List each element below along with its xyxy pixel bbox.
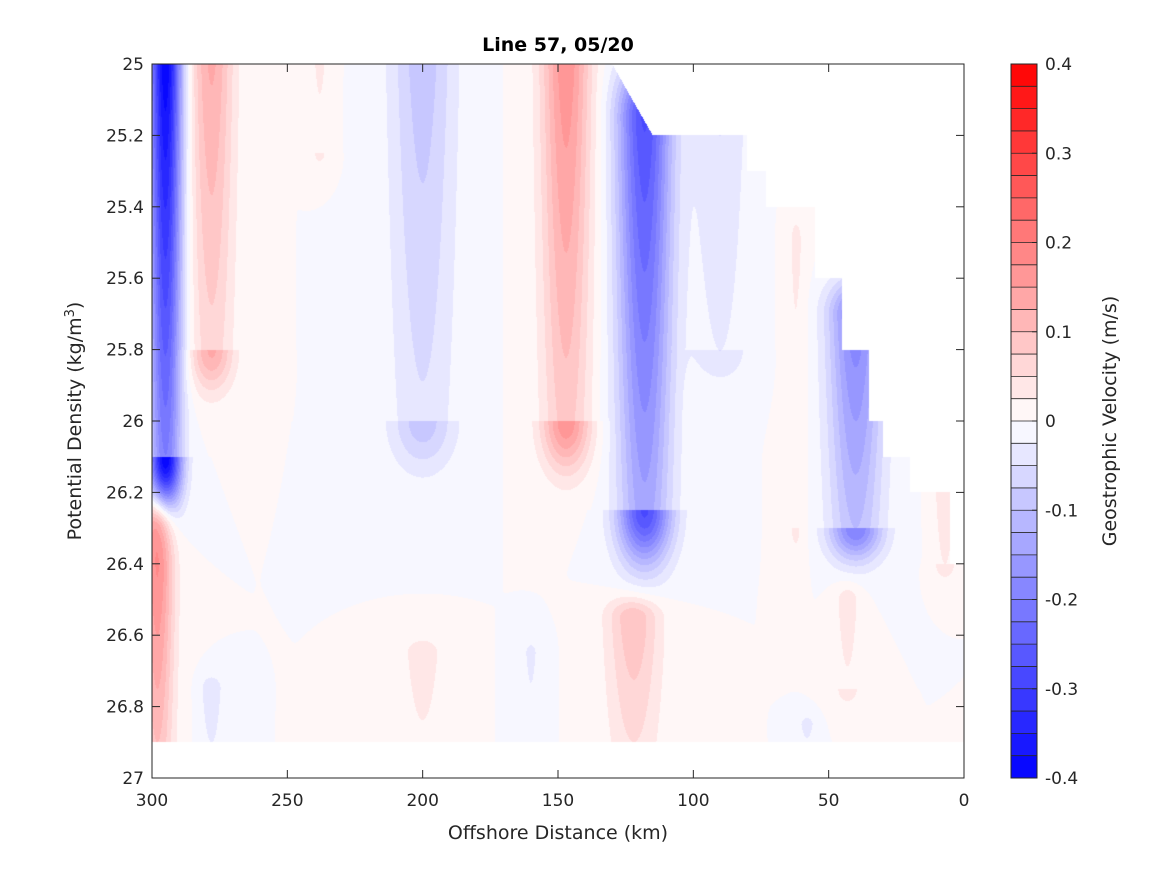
colorbar-swatch — [1011, 599, 1037, 623]
colorbar-swatch — [1011, 242, 1037, 266]
colorbar-swatch — [1011, 465, 1037, 489]
plot-area — [151, 63, 965, 779]
chart-title: Line 57, 05/20 — [482, 34, 634, 56]
colorbar-swatch — [1011, 197, 1037, 221]
colorbar-swatch — [1011, 64, 1037, 87]
x-axis-title: Offshore Distance (km) — [448, 822, 668, 844]
y-tick-label: 26 — [122, 412, 144, 432]
y-tick-label: 26.8 — [106, 698, 144, 718]
colorbar-tick-label: -0.1 — [1045, 501, 1078, 521]
colorbar-swatch — [1011, 621, 1037, 645]
colorbar-swatch — [1011, 554, 1037, 578]
colorbar-swatch — [1011, 354, 1037, 377]
colorbar-swatch — [1011, 487, 1037, 511]
colorbar-swatch — [1011, 287, 1037, 310]
colorbar-swatch — [1011, 153, 1037, 176]
y-tick-label: 27 — [122, 769, 144, 789]
colorbar-tick-label: -0.4 — [1045, 769, 1078, 789]
colorbar-swatch — [1011, 421, 1037, 444]
colorbar-tick-label: -0.2 — [1045, 591, 1078, 611]
y-tick-label: 26.2 — [106, 483, 144, 503]
colorbar-swatch — [1011, 443, 1037, 467]
y-tick-label: 26.4 — [106, 555, 144, 575]
colorbar-swatch — [1011, 644, 1037, 667]
colorbar-ticks: 0.4 0.3 0.2 0.1 0 -0.1 -0.2 -0.3 -0.4 — [1032, 55, 1078, 789]
colorbar-swatch — [1011, 398, 1037, 422]
y-tick-label: 25 — [122, 55, 144, 75]
colorbar-swatch — [1011, 130, 1037, 154]
colorbar-tick-label: 0.4 — [1045, 55, 1072, 75]
x-tick-label: 300 — [136, 791, 168, 811]
y-axis: 25 25.2 25.4 25.6 25.8 26 26.2 26.4 26.6 26.8 27 — [106, 55, 964, 789]
colorbar-swatches — [1011, 63, 1037, 779]
colorbar-swatch — [1011, 666, 1037, 690]
y-axis-title: Potential Density (kg/m3) — [63, 302, 87, 541]
colorbar-swatch — [1011, 309, 1037, 333]
x-tick-label: 50 — [818, 791, 840, 811]
colorbar-swatch — [1011, 220, 1037, 243]
colorbar-swatch — [1011, 755, 1037, 779]
velocity-contour-field — [152, 64, 964, 778]
y-tick-label: 25.8 — [106, 341, 144, 361]
colorbar-swatch — [1011, 86, 1037, 110]
colorbar-tick-label: -0.3 — [1045, 680, 1078, 700]
colorbar-swatch — [1011, 331, 1037, 355]
x-tick-label: 200 — [406, 791, 438, 811]
colorbar-label: Geostrophic Velocity (m/s) — [1099, 296, 1121, 546]
colorbar-tick-label: 0.2 — [1045, 234, 1072, 254]
x-tick-label: 150 — [542, 791, 574, 811]
x-tick-label: 100 — [677, 791, 709, 811]
colorbar-swatch — [1011, 175, 1037, 199]
y-tick-label: 25.4 — [106, 198, 144, 218]
x-tick-label: 0 — [959, 791, 970, 811]
x-tick-label: 250 — [271, 791, 303, 811]
colorbar-tick-label: 0.1 — [1045, 323, 1072, 343]
x-axis: 300 250 200 150 100 50 0 — [136, 64, 970, 811]
colorbar-swatch — [1011, 108, 1037, 132]
y-tick-label: 25.2 — [106, 126, 144, 146]
colorbar-swatch — [1011, 264, 1037, 288]
colorbar-swatch — [1011, 510, 1037, 533]
colorbar-tick-label: 0.3 — [1045, 144, 1072, 164]
colorbar: 0.4 0.3 0.2 0.1 0 -0.1 -0.2 -0.3 -0.4 Geostrophi… — [1010, 55, 1121, 789]
colorbar-swatch — [1011, 688, 1037, 712]
colorbar-swatch — [1011, 532, 1037, 556]
y-tick-label: 25.6 — [106, 269, 144, 289]
y-tick-label: 26.6 — [106, 626, 144, 646]
colorbar-tick-label: 0 — [1045, 412, 1056, 432]
colorbar-swatch — [1011, 577, 1037, 600]
colorbar-swatch — [1011, 733, 1037, 757]
colorbar-swatch — [1011, 711, 1037, 734]
colorbar-swatch — [1011, 376, 1037, 400]
